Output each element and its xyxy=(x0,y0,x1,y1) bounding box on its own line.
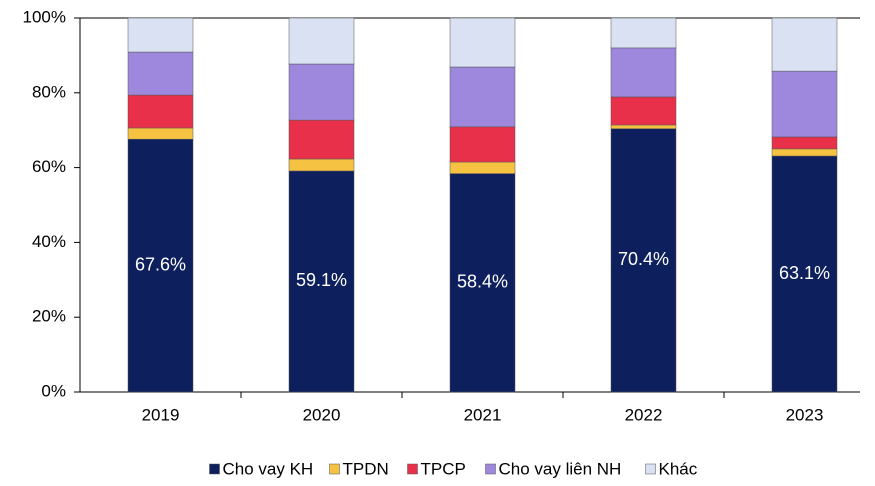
legend-label: Cho vay KH xyxy=(223,459,314,478)
bar-segment xyxy=(449,126,516,163)
bar-segment xyxy=(288,158,355,172)
bar-segment xyxy=(610,96,677,126)
legend-label: TPDN xyxy=(343,459,389,478)
bar-segment xyxy=(449,161,516,174)
y-tick-label: 20% xyxy=(32,307,66,326)
y-tick-label: 60% xyxy=(32,157,66,176)
y-tick-label: 40% xyxy=(32,232,66,251)
legend-swatch xyxy=(407,463,418,475)
value-label: 63.1% xyxy=(779,263,830,283)
value-label: 70.4% xyxy=(618,249,669,269)
bar-segment xyxy=(288,119,355,160)
bar-segment xyxy=(771,148,838,157)
bar-segment xyxy=(449,173,516,393)
bar-segment xyxy=(449,66,516,128)
x-tick-label: 2022 xyxy=(625,405,663,424)
bar-segment xyxy=(288,63,355,121)
bar-segment xyxy=(610,128,677,393)
legend-swatch xyxy=(485,463,496,475)
bar-segment xyxy=(610,124,677,129)
bar-segment xyxy=(610,47,677,98)
bar-segment xyxy=(449,17,516,68)
x-tick-label: 2021 xyxy=(464,405,502,424)
bar-segment xyxy=(127,51,194,96)
bar-segment xyxy=(127,94,194,129)
x-tick-label: 2020 xyxy=(303,405,341,424)
y-tick-label: 0% xyxy=(41,381,66,400)
bar-segment xyxy=(288,17,355,65)
bar-segment xyxy=(288,170,355,393)
bar-segment xyxy=(771,136,838,150)
value-label: 67.6% xyxy=(135,254,186,274)
legend-swatch xyxy=(329,463,340,475)
x-tick-label: 2023 xyxy=(786,405,824,424)
bar-segment xyxy=(127,127,194,140)
bar-segment xyxy=(771,70,838,138)
value-label: 58.4% xyxy=(457,272,508,292)
legend-swatch xyxy=(209,463,220,475)
value-label: 59.1% xyxy=(296,270,347,290)
legend-label: TPCP xyxy=(421,459,466,478)
bar-segment xyxy=(771,155,838,393)
legend-label: Khác xyxy=(659,459,698,478)
x-tick-label: 2019 xyxy=(142,405,180,424)
bar-segment xyxy=(127,17,194,53)
y-tick-label: 100% xyxy=(23,7,66,26)
legend-swatch xyxy=(645,463,656,475)
bar-segment xyxy=(127,138,194,393)
bar-segment xyxy=(771,17,838,72)
bar-segment xyxy=(610,17,677,49)
y-tick-label: 80% xyxy=(32,82,66,101)
legend-label: Cho vay liên NH xyxy=(499,459,622,478)
